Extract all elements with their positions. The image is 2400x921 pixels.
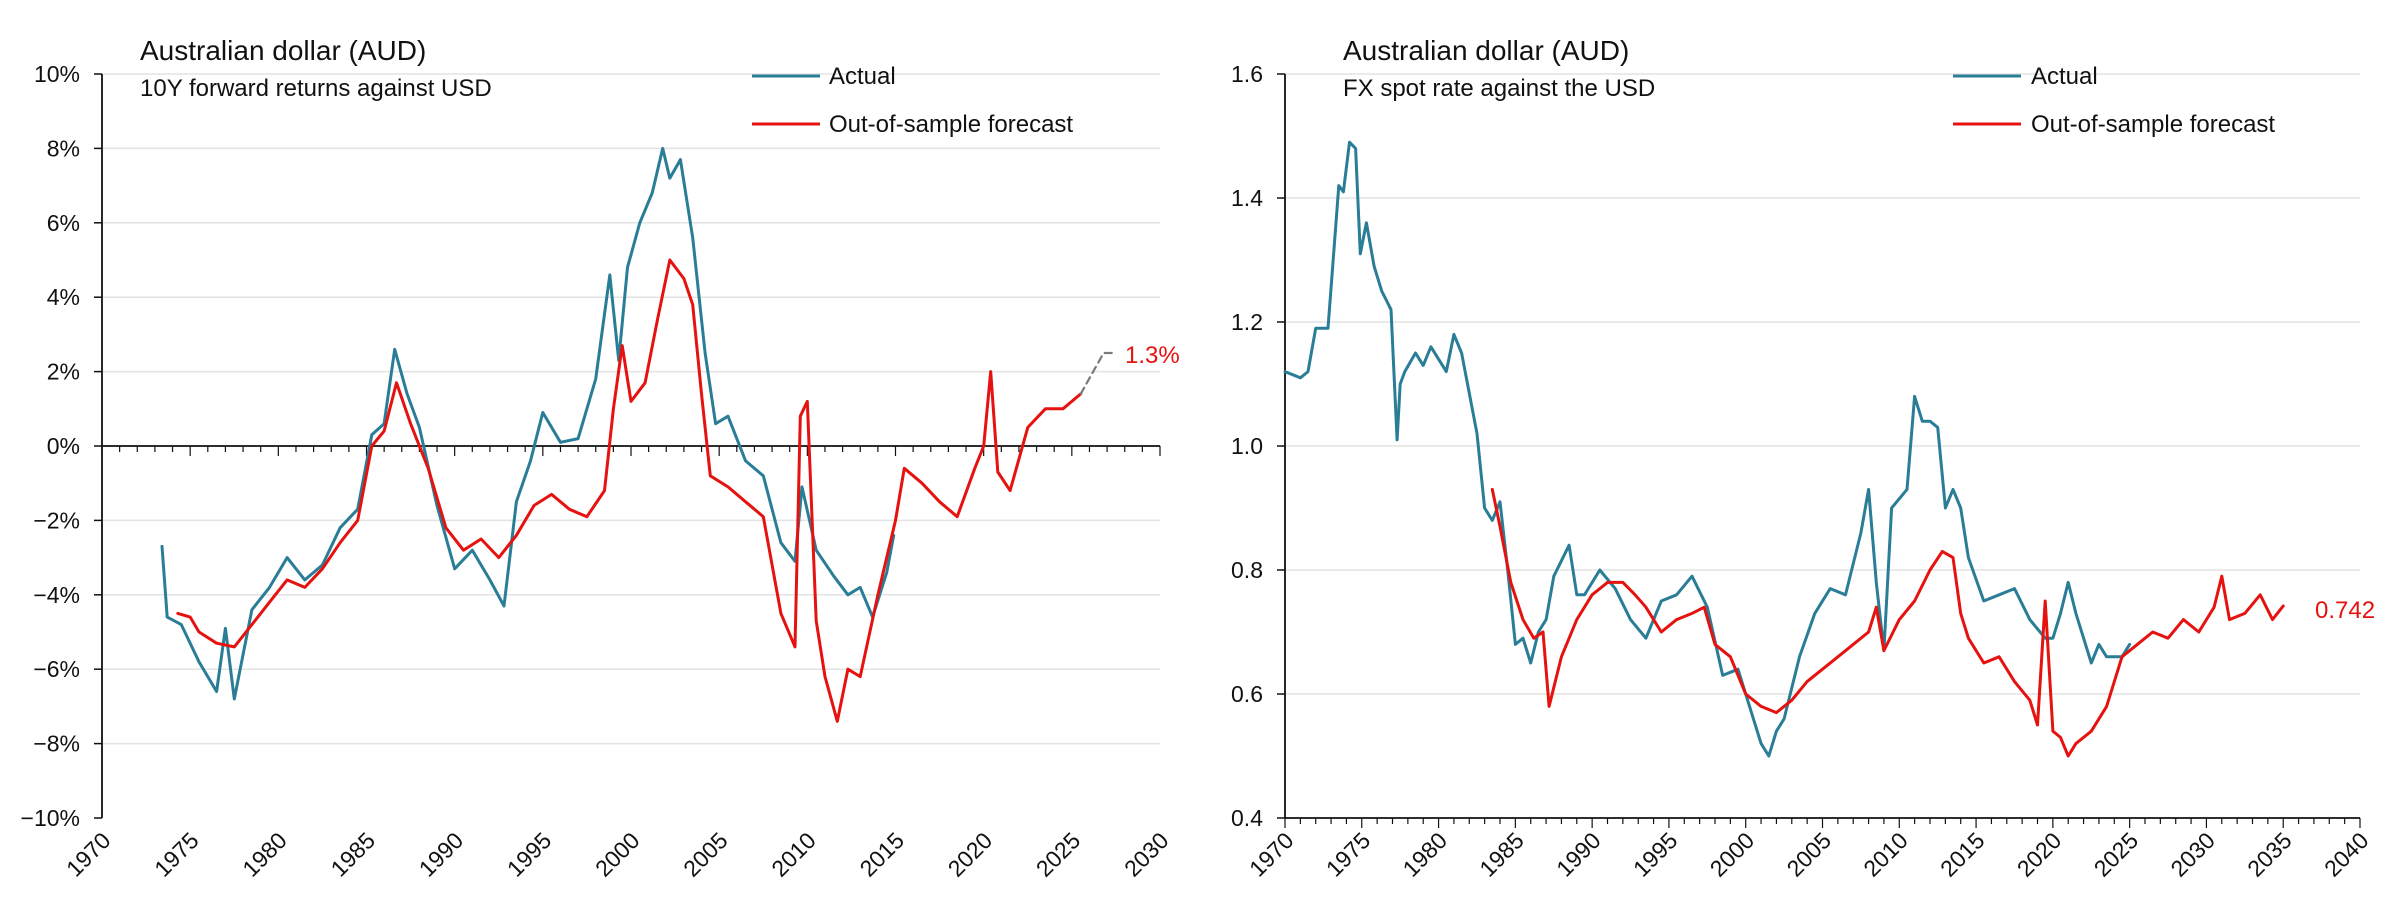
x-tick-label: 2040 (2319, 827, 2374, 882)
left-legend: Actual Out-of-sample forecast (752, 63, 1073, 138)
right-chart-title: Australian dollar (AUD) (1343, 35, 1629, 66)
y-tick-label: 2% (47, 359, 80, 385)
right-axes (1277, 73, 2361, 828)
x-tick-label: 1995 (502, 827, 557, 882)
right-legend-actual-label: Actual (2031, 63, 2098, 90)
y-tick-label: 4% (47, 284, 80, 310)
right-chart-subtitle: FX spot rate against the USD (1343, 75, 1655, 102)
right-end-value-label: 0.742 (2315, 597, 2375, 624)
x-tick-label: 1980 (237, 827, 292, 882)
y-tick-label: 0.8 (1231, 557, 1263, 583)
y-tick-label: −4% (33, 582, 80, 608)
series-line-projection (1079, 351, 1118, 395)
left-series (160, 146, 1118, 723)
x-tick-label: 2020 (943, 827, 998, 882)
x-tick-label: 2010 (1858, 827, 1913, 882)
y-tick-label: 1.0 (1231, 433, 1263, 459)
left-axes (94, 73, 1161, 819)
left-legend-actual-label: Actual (829, 63, 896, 90)
right-series (1283, 140, 2285, 758)
x-tick-label: 1970 (61, 827, 116, 882)
x-tick-label: 1975 (1321, 827, 1376, 882)
left-end-value-label: 1.3% (1125, 342, 1180, 369)
y-tick-label: −8% (33, 731, 80, 757)
y-tick-label: 0.6 (1231, 681, 1263, 707)
left-chart-title: Australian dollar (AUD) (140, 35, 426, 66)
x-tick-label: 2035 (2242, 827, 2297, 882)
x-tick-label: 1970 (1244, 827, 1299, 882)
y-tick-label: 1.4 (1231, 185, 1263, 211)
left-legend-forecast-label: Out-of-sample forecast (829, 111, 1073, 138)
right-legend-forecast-label: Out-of-sample forecast (2031, 111, 2275, 138)
series-line-actual (1283, 140, 2132, 758)
left-tick-labels: −10% −8% −6% −4% −2% 0% 2% 4% 6% 8% 10% 1970 1975 198… (21, 61, 1174, 882)
y-tick-label: 8% (47, 135, 80, 161)
y-tick-label: 10% (34, 61, 80, 87)
y-tick-label: 1.2 (1231, 309, 1263, 335)
left-chart-panel: −10% −8% −6% −4% −2% 0% 2% 4% 6% 8% 10% 1970 1975 198… (21, 35, 1180, 882)
x-tick-label: 2025 (1031, 827, 1086, 882)
y-tick-label: 0.4 (1231, 805, 1263, 831)
x-tick-label: 1980 (1398, 827, 1453, 882)
x-tick-label: 2000 (590, 827, 645, 882)
x-tick-label: 2000 (1705, 827, 1760, 882)
right-legend: Actual Out-of-sample forecast (1953, 63, 2275, 138)
x-tick-label: 1990 (414, 827, 469, 882)
x-tick-label: 2005 (678, 827, 733, 882)
y-tick-label: 1.6 (1231, 61, 1263, 87)
left-chart-subtitle: 10Y forward returns against USD (140, 75, 492, 102)
x-tick-label: 2015 (1935, 827, 1990, 882)
x-tick-label: 2015 (854, 827, 909, 882)
y-tick-label: −6% (33, 656, 80, 682)
y-tick-label: 6% (47, 210, 80, 236)
x-tick-label: 2025 (2089, 827, 2144, 882)
series-line-out-of-sample-forecast (1490, 487, 2285, 758)
series-line-actual (160, 146, 896, 701)
y-tick-label: 0% (47, 433, 80, 459)
series-line-out-of-sample-forecast (176, 258, 1083, 723)
right-gridlines (1285, 73, 2360, 695)
right-tick-labels: 0.4 0.6 0.8 1.0 1.2 1.4 1.6 1970 1975 1980 1985 199… (1231, 61, 2374, 882)
x-tick-label: 1985 (1474, 827, 1529, 882)
x-tick-label: 2010 (766, 827, 821, 882)
x-tick-label: 2005 (1781, 827, 1836, 882)
y-tick-label: −10% (21, 805, 80, 831)
x-tick-label: 1985 (325, 827, 380, 882)
x-tick-label: 1995 (1628, 827, 1683, 882)
left-gridlines (102, 73, 1160, 745)
x-tick-label: 2030 (1119, 827, 1174, 882)
x-tick-label: 1975 (149, 827, 204, 882)
x-tick-label: 2030 (2165, 827, 2220, 882)
right-chart-panel: 0.4 0.6 0.8 1.0 1.2 1.4 1.6 1970 1975 1980 1985 199… (1231, 35, 2375, 882)
x-tick-label: 1990 (1551, 827, 1606, 882)
y-tick-label: −2% (33, 507, 80, 533)
x-tick-label: 2020 (2012, 827, 2067, 882)
